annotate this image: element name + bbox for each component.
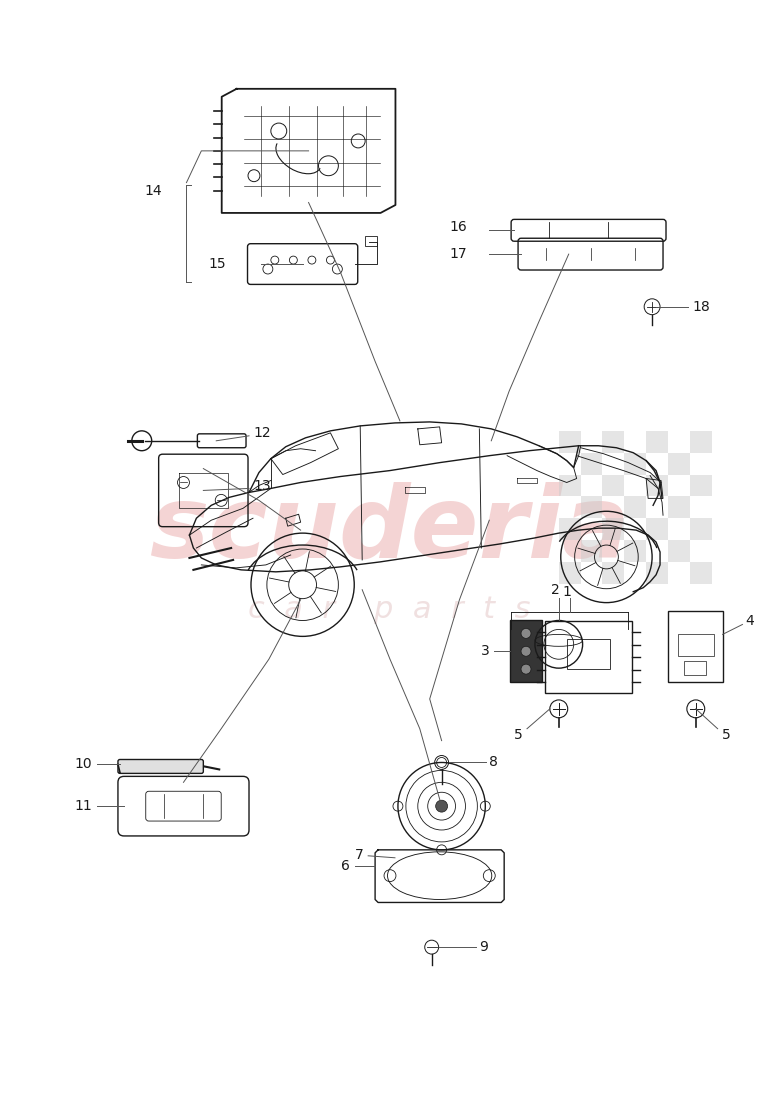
Bar [580, 496, 602, 518]
Bar [647, 518, 668, 540]
Bar [559, 518, 580, 540]
Text: 10: 10 [75, 758, 92, 771]
Circle shape [436, 800, 447, 812]
Bar [545, 621, 633, 693]
Bar [668, 540, 690, 562]
Bar [624, 540, 647, 562]
Text: 3: 3 [481, 645, 489, 658]
Text: 8: 8 [489, 756, 498, 770]
Bar [678, 635, 713, 657]
Bar [559, 562, 580, 584]
Bar [580, 540, 602, 562]
Text: 4: 4 [745, 615, 754, 628]
Bar [580, 453, 602, 474]
Text: 12: 12 [253, 426, 271, 440]
Text: 6: 6 [342, 859, 350, 872]
Bar [365, 236, 377, 246]
Bar [566, 639, 611, 669]
Bar [647, 431, 668, 453]
Text: scuderia: scuderia [149, 482, 629, 579]
Bar [510, 620, 542, 682]
Bar [602, 518, 624, 540]
Text: 5: 5 [722, 728, 731, 741]
Bar [624, 496, 647, 518]
Bar [602, 562, 624, 584]
Circle shape [521, 628, 531, 638]
Bar [602, 431, 624, 453]
Text: 2: 2 [552, 583, 560, 596]
Text: 13: 13 [253, 480, 271, 494]
Text: 15: 15 [209, 257, 226, 271]
Bar [690, 431, 712, 453]
Bar [559, 431, 580, 453]
Text: 7: 7 [355, 848, 363, 861]
Text: c  a  r    p  a  r  t  s: c a r p a r t s [247, 595, 531, 624]
Bar [690, 518, 712, 540]
Bar [668, 610, 723, 682]
Bar [668, 496, 690, 518]
Circle shape [521, 664, 531, 674]
Text: 14: 14 [144, 184, 162, 198]
Text: 1: 1 [562, 585, 571, 598]
Bar [690, 562, 712, 584]
Bar [602, 474, 624, 496]
Bar [647, 562, 668, 584]
Text: 5: 5 [514, 728, 523, 741]
Bar [690, 474, 712, 496]
Text: 11: 11 [75, 800, 92, 813]
Text: 18: 18 [693, 299, 710, 314]
Text: 9: 9 [479, 940, 489, 954]
FancyBboxPatch shape [118, 759, 203, 773]
Text: 16: 16 [450, 220, 468, 234]
Bar [647, 474, 668, 496]
Text: 17: 17 [450, 248, 468, 261]
Bar [668, 453, 690, 474]
Bar [624, 453, 647, 474]
Circle shape [521, 647, 531, 657]
Bar [684, 661, 706, 675]
Bar [559, 474, 580, 496]
